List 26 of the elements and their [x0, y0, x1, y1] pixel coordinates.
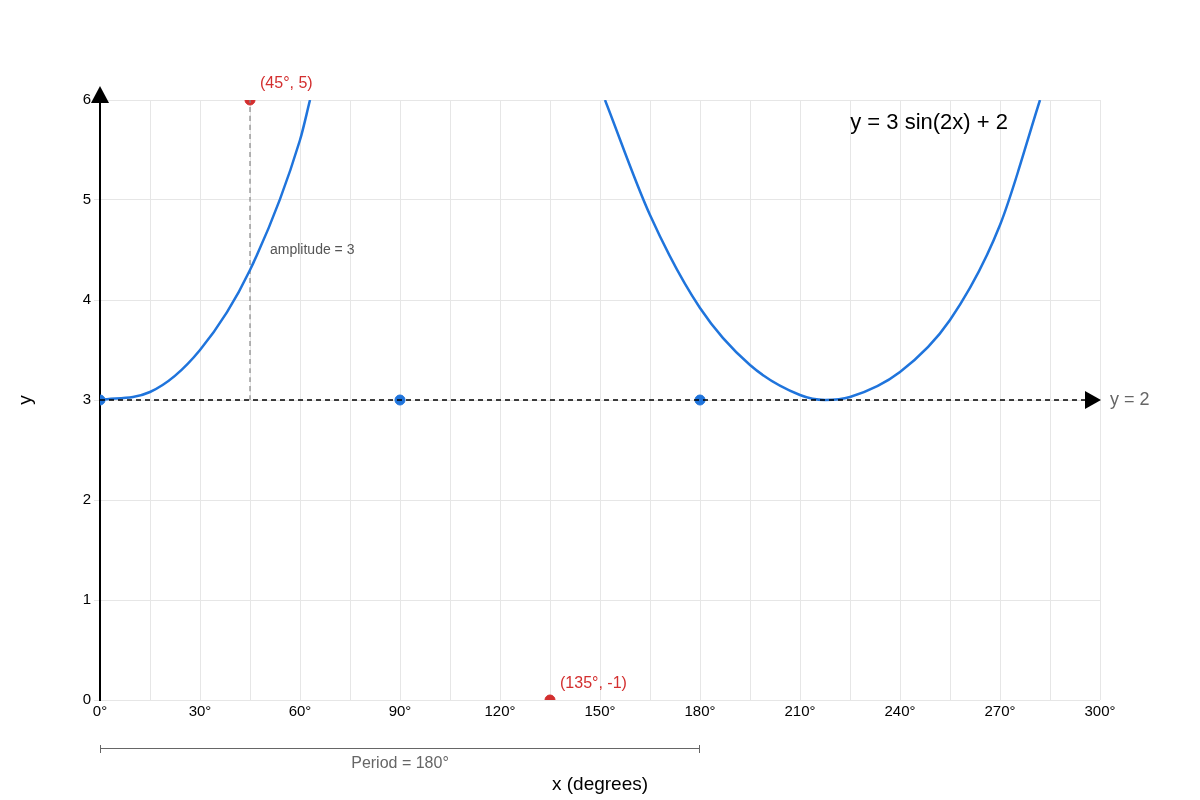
annotation: amplitude = 3	[270, 240, 355, 257]
y-tick-label: 3	[82, 390, 91, 408]
y-tick-label: 6	[82, 90, 91, 108]
data-label: (135°, -1)	[560, 674, 627, 692]
y-tick-label: 2	[82, 490, 91, 508]
x-tick-label: 300°	[1084, 702, 1116, 720]
x-axis-title: x (degrees)	[551, 772, 649, 794]
y-tick-label: 4	[82, 290, 91, 308]
x-tick-label: 180°	[684, 702, 716, 720]
chart-title: y = 3 sin(2x) + 2	[850, 109, 1008, 135]
data-label: (45°, 5)	[260, 74, 313, 92]
y-tick-label: 0	[82, 690, 91, 708]
text: Period = 180°	[351, 754, 449, 772]
x-tick-label: 210°	[784, 702, 816, 720]
y-tick-label: 1	[82, 590, 91, 608]
x-tick-label: 270°	[984, 702, 1016, 720]
x-tick-label: 90°	[388, 702, 412, 720]
x-tick-label: 60°	[288, 702, 312, 720]
x-tick-label: 150°	[584, 702, 616, 720]
x-tick-label: 0°	[92, 702, 108, 720]
text: y = 2	[1110, 388, 1150, 409]
x-tick-label: 30°	[188, 702, 212, 720]
x-tick-label: 240°	[884, 702, 916, 720]
x-tick-label: 120°	[484, 702, 516, 720]
y-axis-title: y	[13, 394, 35, 405]
y-tick-label: 5	[82, 190, 91, 208]
